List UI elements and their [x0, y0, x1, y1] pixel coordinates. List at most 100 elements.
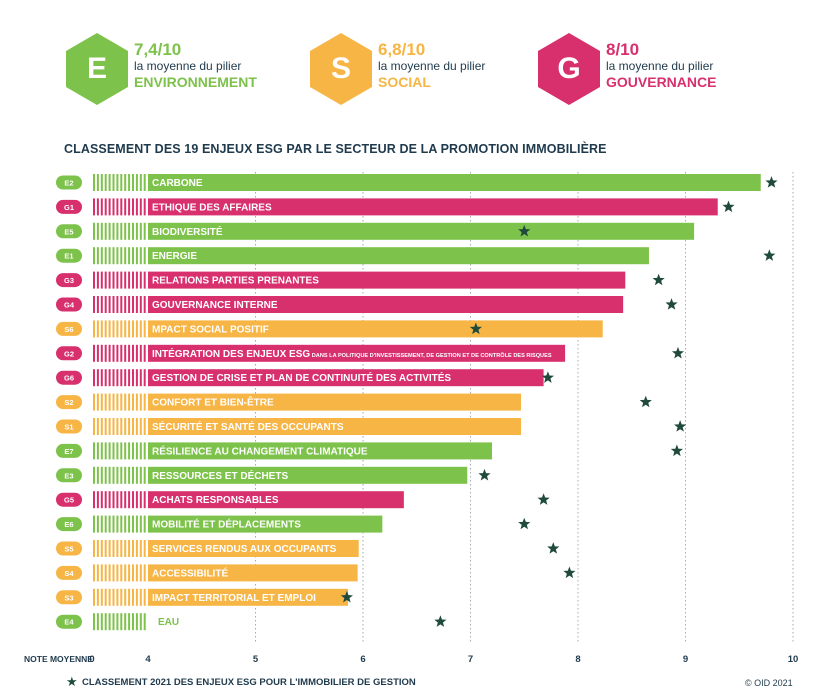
bar: [148, 271, 626, 289]
x-tick-label: 4: [145, 654, 151, 665]
star-marker: [518, 224, 531, 237]
pillar-code-label: G3: [64, 276, 74, 285]
bar: [148, 588, 348, 606]
pillar-code-badge: [56, 199, 82, 214]
pillar-score: 8/10: [606, 40, 640, 59]
axis-break-stripes: [93, 564, 146, 582]
pillar-code-label: G5: [64, 496, 74, 505]
pillar-code-badge: [56, 565, 82, 580]
axis-break-stripes: [93, 393, 146, 411]
pillar-code-badge: [56, 492, 82, 507]
pillar-code-label: G6: [64, 374, 74, 383]
star-marker: [639, 395, 652, 408]
bar: [148, 344, 566, 362]
axis-break-stripes: [93, 369, 146, 387]
axis-break-stripes: [93, 515, 146, 533]
bar: [148, 296, 624, 313]
pillar-score: 7,4/10: [134, 40, 182, 59]
bar: [148, 515, 383, 533]
bar-sublabel: DANS LA POLITIQUE D'INVESTISSEMENT, DE G…: [310, 351, 552, 359]
star-marker: [765, 176, 778, 188]
pillar-code-label: E3: [64, 471, 73, 480]
pillar-code-badge: [56, 443, 82, 458]
pillar-code-badge: [56, 248, 82, 263]
hexagon-e-icon: E: [66, 33, 128, 105]
pillar-caption: la moyenne du pilier: [134, 59, 242, 73]
pillar-code-badge: [56, 541, 82, 556]
pillar-code-label: S2: [64, 398, 73, 407]
bar-label: RELATIONS PARTIES PRENANTES: [152, 276, 319, 287]
pillar-code-label: G4: [64, 301, 75, 310]
axis-break-stripes: [93, 466, 146, 484]
x-axis-label: NOTE MOYENNE: [24, 654, 93, 664]
star-marker: [469, 322, 482, 335]
pillar-caption: la moyenne du pilier: [606, 59, 714, 73]
pillar-code-label: E1: [64, 252, 73, 261]
copyright: © OID 2021: [745, 678, 793, 688]
pillar-code-label: S6: [64, 325, 73, 334]
pillar-score: 6,8/10: [378, 40, 426, 59]
bar-label: ACCESSIBILITÉ: [152, 566, 228, 579]
pillar-code-badge: [56, 273, 82, 288]
axis-break-stripes: [93, 344, 146, 362]
bar-label: RÉSILIENCE AU CHANGEMENT CLIMATIQUE: [152, 444, 368, 457]
pillar-code-label: E4: [64, 618, 74, 627]
star-marker: [665, 298, 678, 310]
star-marker: [674, 420, 687, 432]
axis-break-stripes: [93, 247, 146, 265]
bar: [148, 320, 603, 338]
bar-label: EAU: [158, 617, 179, 628]
pillar-code-label: E5: [64, 227, 73, 236]
axis-break-stripes: [93, 296, 146, 313]
bar-label: RESSOURCES ET DÉCHETS: [152, 469, 288, 482]
bar-label: ACHATS RESPONSABLES: [152, 495, 279, 506]
hexagon-s-icon: S: [310, 33, 372, 105]
star-legend-icon: ★: [66, 674, 78, 689]
star-marker: [340, 590, 353, 603]
pillar-code-badge: [56, 321, 82, 336]
x-tick-label: 6: [360, 654, 365, 665]
bar: [148, 491, 404, 509]
pillar-code-label: E6: [64, 520, 73, 529]
bar: [148, 393, 522, 411]
pillar-code-badge: [56, 468, 82, 483]
x-tick-label: 8: [575, 654, 580, 665]
bar: [148, 442, 492, 460]
bar: [148, 466, 468, 484]
star-marker: [478, 468, 491, 481]
bar: [148, 564, 358, 582]
bar-label: ETHIQUE DES AFFAIRES: [152, 202, 272, 213]
star-marker: [547, 542, 560, 554]
pillar-name: GOUVERNANCE: [606, 74, 717, 90]
pillar-code-label: E7: [64, 447, 73, 456]
star-marker: [563, 566, 576, 579]
star-marker: [722, 200, 735, 213]
x-tick-label: 10: [788, 654, 799, 665]
bar-label: IMPACT TERRITORIAL ET EMPLOI: [152, 593, 316, 604]
bar-label: MPACT SOCIAL POSITIF: [152, 324, 269, 335]
bar-label: GESTION DE CRISE ET PLAN DE CONTINUITÉ D…: [152, 371, 451, 384]
pillar-code-label: S1: [64, 423, 73, 432]
bar: [148, 174, 761, 191]
pillar-code-badge: [56, 224, 82, 239]
pillar-code-label: S3: [64, 593, 73, 602]
pillar-code-badge: [56, 590, 82, 605]
pillar-code-badge: [56, 175, 82, 190]
bar-label: CONFORT ET BIEN-ÊTRE: [152, 396, 274, 409]
star-marker: [763, 249, 776, 261]
bar: [148, 540, 359, 557]
axis-break-stripes: [93, 540, 146, 557]
bar: [148, 418, 522, 435]
pillar-letter: E: [86, 52, 107, 85]
axis-break-stripes: [93, 271, 146, 289]
pillar-caption: la moyenne du pilier: [378, 59, 486, 73]
axis-break-stripes: [93, 320, 146, 338]
star-marker: [541, 371, 554, 383]
pillar-code-label: S4: [64, 569, 74, 578]
star-marker: [670, 444, 683, 457]
star-marker: [671, 346, 685, 359]
x-tick-label: 7: [468, 654, 473, 665]
axis-break-stripes: [93, 613, 146, 631]
axis-break-stripes: [93, 588, 146, 606]
